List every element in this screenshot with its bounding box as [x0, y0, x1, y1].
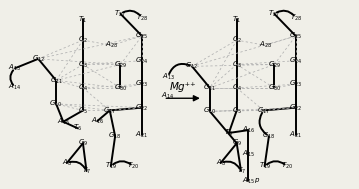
Text: $G_{12}$: $G_{12}$: [32, 54, 45, 64]
Text: $G_9$: $G_9$: [78, 138, 88, 148]
Text: $T_1$: $T_1$: [79, 14, 87, 25]
Text: $A_{14}$: $A_{14}$: [8, 82, 22, 92]
Text: $A_{13}$: $A_{13}$: [162, 72, 174, 82]
Text: $T_7$: $T_7$: [82, 166, 91, 176]
Text: $T_{20}$: $T_{20}$: [281, 161, 293, 171]
Text: $A_{28}$: $A_{28}$: [259, 40, 272, 50]
Text: $A_{21}$: $A_{21}$: [289, 130, 302, 140]
Text: $T_6$: $T_6$: [224, 128, 233, 138]
Text: $T_{27}$: $T_{27}$: [115, 9, 126, 19]
Text: $G_{25}$: $G_{25}$: [289, 31, 302, 41]
Text: $G_{23}$: $G_{23}$: [289, 79, 302, 89]
Text: $G_2$: $G_2$: [232, 35, 242, 45]
Text: $G_4$: $G_4$: [78, 83, 88, 93]
Text: $G_{22}$: $G_{22}$: [135, 103, 149, 113]
Text: $G_{29}$: $G_{29}$: [114, 59, 127, 70]
Text: $T_6$: $T_6$: [73, 123, 82, 133]
Text: $A_{16}$: $A_{16}$: [242, 125, 255, 135]
Text: $A_{13}$: $A_{13}$: [9, 63, 22, 73]
Text: $G_2$: $G_2$: [78, 35, 88, 45]
Text: $G_{30}$: $G_{30}$: [114, 83, 127, 93]
Text: $A_{21}$: $A_{21}$: [135, 130, 148, 140]
Text: $G_{11}$: $G_{11}$: [50, 75, 63, 86]
Text: $T_{19}$: $T_{19}$: [105, 161, 117, 171]
Text: $p$: $p$: [255, 176, 261, 185]
Text: $A_{15}$: $A_{15}$: [57, 117, 70, 127]
Text: $T_{19}$: $T_{19}$: [258, 161, 271, 171]
Text: $T_{28}$: $T_{28}$: [290, 12, 302, 23]
Text: $G_5$: $G_5$: [78, 105, 88, 115]
Text: $A_8$: $A_8$: [216, 158, 225, 168]
Text: $G_{18}$: $G_{18}$: [108, 131, 122, 141]
Text: $G_3$: $G_3$: [232, 59, 242, 70]
Text: $G_4$: $G_4$: [232, 83, 242, 93]
Text: $T_{28}$: $T_{28}$: [136, 12, 148, 23]
Text: $T_{27}$: $T_{27}$: [268, 9, 280, 19]
Text: $A_{28}$: $A_{28}$: [105, 40, 118, 50]
Text: $T_1$: $T_1$: [232, 14, 241, 25]
Text: $G_{22}$: $G_{22}$: [289, 103, 302, 113]
Text: $G_{10}$: $G_{10}$: [50, 99, 63, 109]
Text: $T_7$: $T_7$: [237, 166, 246, 176]
Text: Mg⁺⁺: Mg⁺⁺: [170, 82, 196, 92]
Text: $G_{30}$: $G_{30}$: [267, 83, 281, 93]
Text: $G_{18}$: $G_{18}$: [262, 131, 276, 141]
Text: $G_5$: $G_5$: [232, 105, 242, 115]
Text: $A_{14}$: $A_{14}$: [162, 91, 174, 101]
Text: $A_{16}$: $A_{16}$: [91, 116, 104, 126]
Text: $G_{10}$: $G_{10}$: [203, 106, 216, 116]
Text: $A_{15}$: $A_{15}$: [242, 176, 255, 186]
Text: $G_{17}$: $G_{17}$: [257, 105, 270, 115]
Text: $T_{20}$: $T_{20}$: [127, 161, 139, 171]
Text: $G_{17}$: $G_{17}$: [103, 105, 116, 115]
Text: $G_{24}$: $G_{24}$: [135, 56, 149, 66]
Text: $G_{25}$: $G_{25}$: [135, 31, 149, 41]
Text: $G_{12}$: $G_{12}$: [186, 61, 199, 71]
Text: $G_{11}$: $G_{11}$: [203, 83, 216, 93]
Text: $G_{24}$: $G_{24}$: [289, 56, 302, 66]
Text: $G_{29}$: $G_{29}$: [268, 59, 281, 70]
Text: $G_9$: $G_9$: [232, 138, 242, 148]
Text: $G_3$: $G_3$: [78, 59, 88, 70]
Text: $A_{15}$: $A_{15}$: [242, 149, 255, 159]
Text: $G_{23}$: $G_{23}$: [135, 79, 149, 89]
Text: $A_8$: $A_8$: [62, 158, 72, 168]
